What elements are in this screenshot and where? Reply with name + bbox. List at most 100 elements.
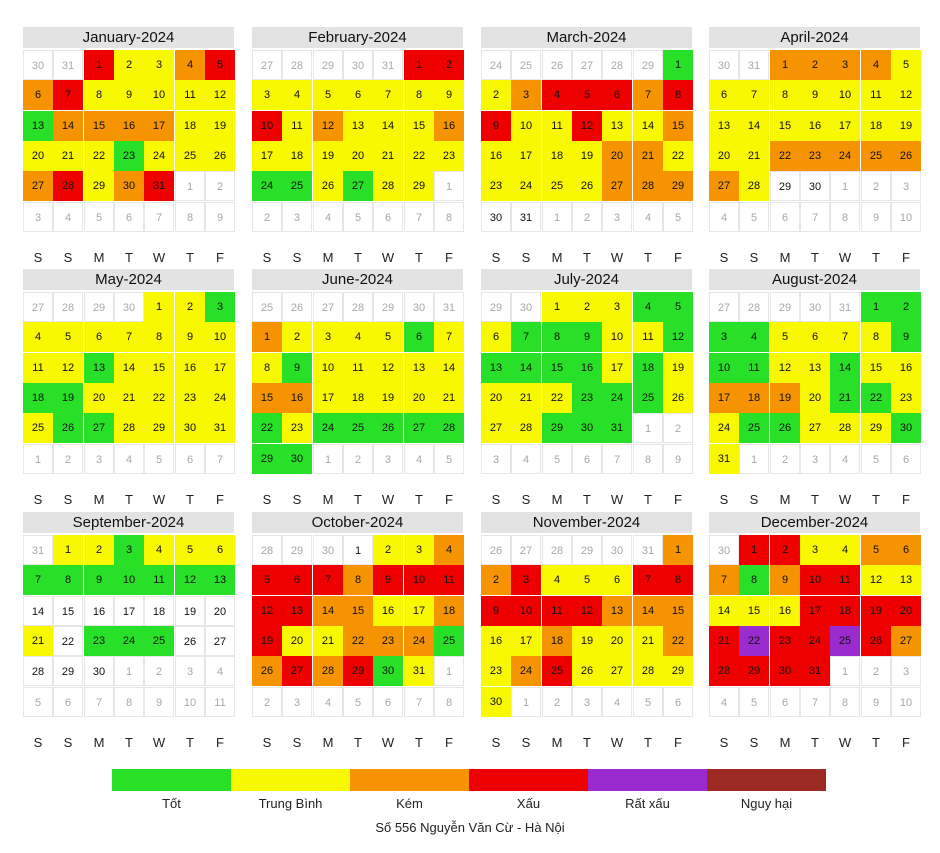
month-grid: 31 1 2 3 4 5 6 7 8 9 10 11 12 13 14 15 16 17 18 19 20 21 22 23 2…: [23, 533, 235, 744]
day-cell: 20: [891, 596, 921, 626]
adjacent-month-day-cell: 7: [144, 202, 174, 232]
month-calendar: December-2024 30 1 2 3 4 5 6 7 8 9 10 11 12 13 14 15 16 17…: [709, 512, 921, 750]
day-cell: 19: [53, 383, 83, 413]
day-cell: 10: [800, 565, 830, 595]
day-cell: 9: [481, 596, 511, 626]
adjacent-month-day-cell: 3: [800, 444, 830, 474]
day-cell: 23: [282, 413, 312, 443]
adjacent-month-day-cell: 5: [144, 444, 174, 474]
day-cell: 2: [282, 322, 312, 352]
day-cell: 7: [373, 80, 403, 110]
month-title: December-2024: [709, 512, 920, 533]
day-cell: 18: [542, 141, 572, 171]
day-cell: 10: [511, 111, 541, 141]
day-cell: 19: [205, 111, 235, 141]
day-cell: 13: [343, 111, 373, 141]
day-cell: 5: [861, 535, 891, 565]
weekday-label: S: [521, 735, 531, 750]
day-cell: 9: [572, 322, 602, 352]
weekday-label: T: [872, 250, 880, 265]
day-cell: 13: [404, 353, 434, 383]
day-cell: 8: [739, 565, 769, 595]
day-cell: 4: [830, 535, 860, 565]
adjacent-month-day-cell: 28: [542, 535, 572, 565]
weekday-label: F: [902, 735, 910, 750]
day-cell-no-data: 27: [205, 626, 235, 656]
day-cell: 25: [144, 626, 174, 656]
day-cell: 17: [602, 353, 632, 383]
day-cell: 29: [343, 656, 373, 686]
adjacent-month-day-cell: 9: [205, 202, 235, 232]
adjacent-month-day-cell: 7: [404, 202, 434, 232]
adjacent-month-day-cell: 7: [404, 687, 434, 717]
day-cell: 16: [770, 596, 800, 626]
adjacent-month-day-cell: 10: [891, 687, 921, 717]
day-cell: 15: [739, 596, 769, 626]
day-cell: 13: [602, 111, 632, 141]
weekday-label: T: [125, 492, 133, 507]
weekday-label: T: [186, 735, 194, 750]
day-cell: 9: [282, 353, 312, 383]
adjacent-month-day-cell: 3: [23, 202, 53, 232]
day-cell: 29: [404, 171, 434, 201]
day-cell: 6: [481, 322, 511, 352]
weekday-label: M: [779, 250, 791, 265]
day-cell: 1: [663, 50, 693, 80]
day-cell: 30: [282, 444, 312, 474]
weekday-label: W: [152, 492, 166, 507]
day-cell: 25: [633, 383, 663, 413]
day-cell: 23: [572, 383, 602, 413]
day-cell: 26: [53, 413, 83, 443]
legend-label: Nguy hại: [740, 796, 793, 811]
location-caption: Số 556 Nguyễn Văn Cừ - Hà Nội: [375, 820, 565, 835]
adjacent-month-day-cell: 29: [373, 292, 403, 322]
day-cell: 19: [572, 626, 602, 656]
day-cell: 6: [602, 80, 632, 110]
day-cell: 20: [481, 383, 511, 413]
month-calendar: October-2024 28 29 30 1 2 3 4 5 6 7 8 9 10 11 12 13 14 15 1…: [252, 512, 464, 750]
weekday-label: M: [322, 250, 334, 265]
adjacent-month-day-cell: 2: [542, 687, 572, 717]
day-cell: 25: [739, 413, 769, 443]
adjacent-month-day-cell: 6: [373, 687, 403, 717]
day-cell: 23: [481, 171, 511, 201]
day-cell: 8: [861, 322, 891, 352]
day-cell: 27: [800, 413, 830, 443]
weekday-label: T: [125, 250, 133, 265]
weekday-label: T: [186, 492, 194, 507]
adjacent-month-day-cell: 7: [205, 444, 235, 474]
adjacent-month-day-cell: 5: [434, 444, 464, 474]
day-cell: 3: [313, 322, 343, 352]
day-cell: 13: [282, 596, 312, 626]
weekday-label: M: [93, 492, 105, 507]
weekday-label: F: [674, 735, 682, 750]
day-cell: 23: [84, 626, 114, 656]
day-cell: 22: [343, 626, 373, 656]
adjacent-month-day-cell: 1: [633, 413, 663, 443]
day-cell: 10: [144, 80, 174, 110]
month-title: June-2024: [252, 269, 463, 290]
day-cell: 19: [313, 141, 343, 171]
adjacent-month-day-cell: 6: [891, 444, 921, 474]
weekday-label: S: [262, 735, 272, 750]
day-cell: 21: [709, 626, 739, 656]
day-cell: 4: [282, 80, 312, 110]
weekday-label: S: [262, 250, 272, 265]
day-cell: 22: [770, 141, 800, 171]
day-cell: 13: [891, 565, 921, 595]
adjacent-month-day-cell: 8: [175, 202, 205, 232]
weekday-label: T: [125, 735, 133, 750]
day-cell: 11: [23, 353, 53, 383]
day-cell: 31: [800, 656, 830, 686]
day-cell: 25: [343, 413, 373, 443]
weekday-label: F: [445, 735, 453, 750]
adjacent-month-day-cell: 3: [481, 444, 511, 474]
weekday-label: F: [445, 250, 453, 265]
day-cell: 31: [709, 444, 739, 474]
legend-label: Kém: [396, 796, 423, 811]
weekday-label: S: [749, 735, 759, 750]
adjacent-month-day-cell: 28: [343, 292, 373, 322]
adjacent-month-day-cell: 8: [830, 687, 860, 717]
day-cell: 13: [481, 353, 511, 383]
adjacent-month-day-cell: 1: [114, 656, 144, 686]
